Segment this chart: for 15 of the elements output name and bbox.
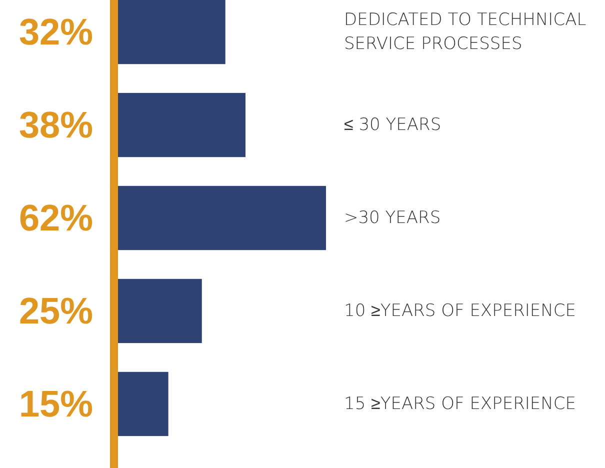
data-label: 32%	[18, 12, 94, 53]
data-label: 62%	[18, 198, 94, 238]
y-tick-label: 15 ≥YEARS OF EXPERIENCE	[344, 394, 576, 414]
bar	[118, 372, 168, 436]
data-label: 15%	[18, 383, 94, 424]
bar	[118, 0, 226, 64]
bar	[118, 186, 326, 250]
bar	[118, 278, 202, 344]
y-tick-label: 10 ≥YEARS OF EXPERIENCE	[344, 300, 576, 321]
data-label: 25%	[18, 290, 94, 332]
y-tick-label: DEDICATED TO TECHHNICAL SERVICE PROCESSES	[344, 10, 586, 54]
y-tick-label: ≤ 30 YEARS	[344, 115, 442, 136]
bar	[118, 92, 246, 158]
y-tick-label: >30 YEARS	[344, 208, 441, 228]
data-label: 38%	[18, 104, 94, 146]
